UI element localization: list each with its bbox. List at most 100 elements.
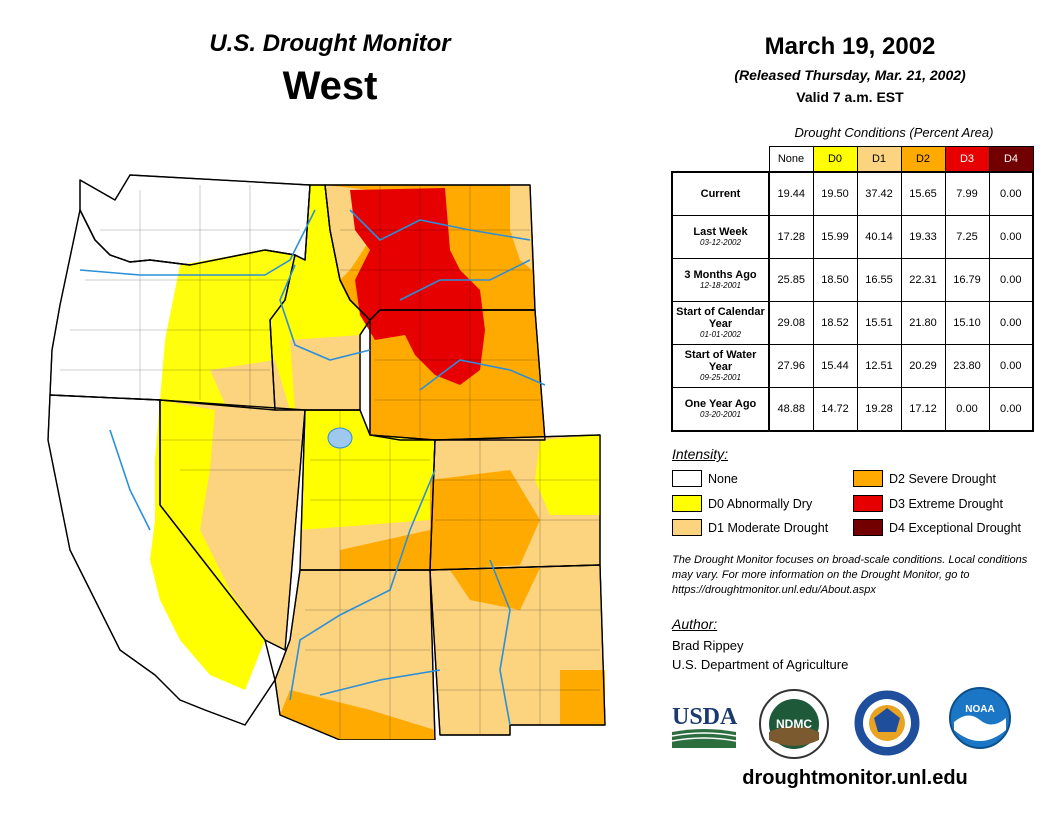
valid-time: Valid 7 a.m. EST: [796, 89, 904, 105]
legend-item-d1: D1 Moderate Drought: [672, 519, 828, 536]
col-header-none: None: [768, 146, 814, 173]
table-cell: 17.28: [768, 215, 814, 259]
ndmc-logo: NDMC: [759, 689, 829, 759]
legend-item-none: None: [672, 470, 738, 487]
table-cell: 20.29: [900, 344, 946, 388]
d2-arizona-south: [280, 690, 435, 740]
doc-seal-logo: [853, 689, 921, 757]
author-name: Brad Rippey: [672, 638, 744, 653]
table-header-row: None D0 D1 D2 D3 D4: [672, 146, 1034, 173]
row-label: 3 Months Ago 12-18-2001: [671, 258, 770, 302]
usda-logo-text: USDA: [672, 704, 738, 730]
river-missouri: [349, 209, 531, 241]
table-cell: 17.12: [900, 387, 946, 432]
col-header-d0: D0: [812, 146, 858, 173]
d2-new-mexico-south: [560, 670, 605, 725]
conditions-table: None D0 D1 D2 D3 D4 Current 19.44 19.50 …: [671, 146, 1034, 432]
legend-title: Intensity:: [672, 446, 729, 462]
col-header-d4: D4: [988, 146, 1034, 173]
table-cell: 16.79: [944, 258, 990, 302]
table-cell: 0.00: [988, 258, 1034, 302]
noaa-logo-text: NOAA: [965, 704, 994, 715]
col-header-d1: D1: [856, 146, 902, 173]
table-cell: 0.00: [944, 387, 990, 432]
table-cell: 48.88: [768, 387, 814, 432]
table-cell: 18.50: [812, 258, 858, 302]
row-label: Start of Calendar Year 01-01-2002: [671, 301, 770, 345]
row-label: One Year Ago 03-20-2001: [671, 387, 770, 432]
table-cell: 15.99: [812, 215, 858, 259]
map-date: March 19, 2002: [764, 33, 936, 60]
website-link[interactable]: droughtmonitor.unl.edu: [742, 767, 968, 789]
author-organization: U.S. Department of Agriculture: [672, 657, 849, 672]
river-gila: [319, 669, 441, 696]
legend-swatch: [672, 470, 702, 487]
table-cell: 7.99: [944, 171, 990, 216]
d1-nevada-south: [220, 500, 290, 650]
ndmc-logo-text: NDMC: [776, 717, 812, 731]
table-row: Start of Water Year 09-25-2001 27.96 15.4…: [671, 344, 1034, 388]
table-cell: 0.00: [988, 215, 1034, 259]
table-row: Last Week 03-12-2002 17.28 15.99 40.14 19…: [671, 215, 1034, 259]
legend-swatch: [672, 495, 702, 512]
river-platte: [419, 359, 546, 391]
legend-swatch: [853, 519, 883, 536]
legend-item-d2: D2 Severe Drought: [853, 470, 996, 487]
release-date: (Released Thursday, Mar. 21, 2002): [734, 67, 966, 83]
table-cell: 18.52: [812, 301, 858, 345]
table-cell: 22.31: [900, 258, 946, 302]
table-cell: 19.28: [856, 387, 902, 432]
river-columbia: [79, 209, 316, 276]
table-cell: 25.85: [768, 258, 814, 302]
table-cell: 0.00: [988, 387, 1034, 432]
author-heading: Author:: [672, 616, 718, 632]
table-row: Current 19.44 19.50 37.42 15.65 7.99 0.0…: [671, 171, 1034, 216]
great-salt-lake: [327, 427, 353, 449]
table-cell: 16.55: [856, 258, 902, 302]
river-yellowstone: [399, 259, 531, 301]
row-label: Last Week 03-12-2002: [671, 215, 770, 259]
col-header-d3: D3: [944, 146, 990, 173]
d0-colorado-ne: [535, 435, 600, 515]
d1-montana-east: [510, 185, 532, 270]
table-cell: 19.44: [768, 171, 814, 216]
table-cell: 19.50: [812, 171, 858, 216]
table-cell: 27.96: [768, 344, 814, 388]
table-cell: 14.72: [812, 387, 858, 432]
noaa-logo: NOAA: [949, 687, 1011, 749]
table-cell: 15.10: [944, 301, 990, 345]
legend-swatch: [853, 470, 883, 487]
table-row: One Year Ago 03-20-2001 48.88 14.72 19.28…: [671, 387, 1034, 432]
row-label: Current: [671, 171, 770, 216]
table-cell: 15.65: [900, 171, 946, 216]
d2-new-mexico-north: [450, 568, 540, 610]
region-title: West: [282, 64, 378, 108]
legend-item-d0: D0 Abnormally Dry: [672, 495, 812, 512]
map-title: U.S. Drought Monitor: [209, 30, 451, 57]
row-label: Start of Water Year 09-25-2001: [671, 344, 770, 388]
d0-california-band: [150, 400, 265, 690]
legend-item-d3: D3 Extreme Drought: [853, 495, 1003, 512]
table-cell: 12.51: [856, 344, 902, 388]
table-cell: 23.80: [944, 344, 990, 388]
table-cell: 0.00: [988, 171, 1034, 216]
table-cell: 0.00: [988, 344, 1034, 388]
drought-map: [47, 174, 606, 740]
river-snake: [279, 264, 371, 361]
table-cell: 37.42: [856, 171, 902, 216]
conditions-caption: Drought Conditions (Percent Area): [794, 125, 994, 140]
river-rio-grande: [489, 559, 511, 726]
table-cell: 15.51: [856, 301, 902, 345]
disclaimer-note: The Drought Monitor focuses on broad-sca…: [672, 554, 1028, 596]
legend-item-d4: D4 Exceptional Drought: [853, 519, 1021, 536]
river-colorado: [289, 469, 436, 701]
legend-swatch: [853, 495, 883, 512]
legend-swatch: [672, 519, 702, 536]
table-cell: 19.33: [900, 215, 946, 259]
river-sacramento: [109, 429, 151, 531]
table-cell: 15.44: [812, 344, 858, 388]
table-cell: 0.00: [988, 301, 1034, 345]
table-row: 3 Months Ago 12-18-2001 25.85 18.50 16.55…: [671, 258, 1034, 302]
table-cell: 21.80: [900, 301, 946, 345]
table-cell: 7.25: [944, 215, 990, 259]
